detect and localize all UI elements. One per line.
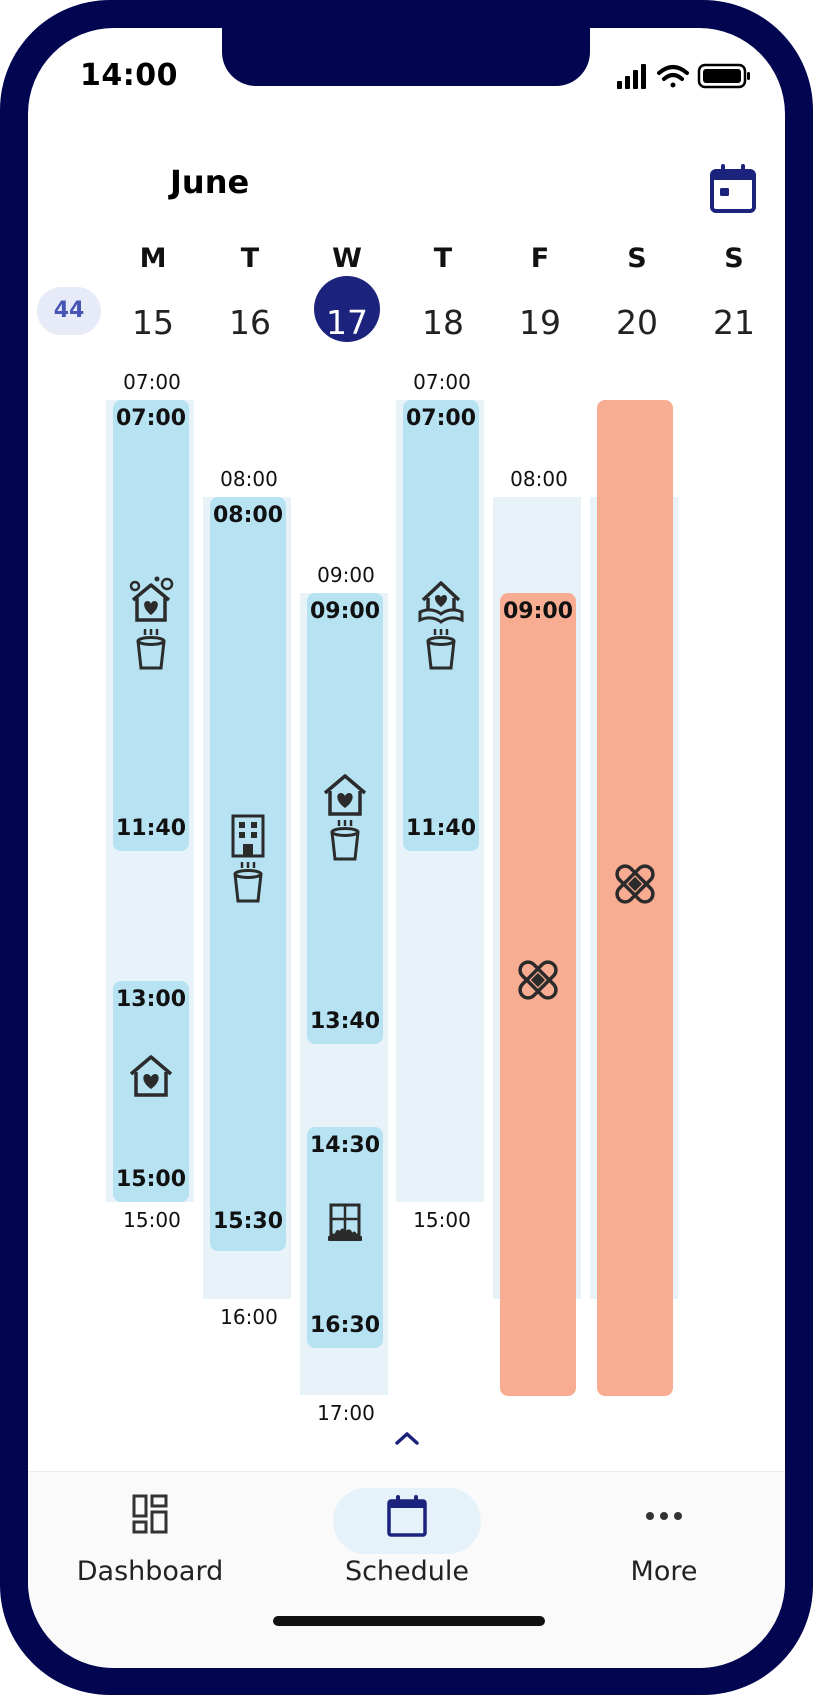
work-block[interactable]: 07:00 11:40	[113, 400, 189, 851]
day-date-today[interactable]: 17	[326, 303, 368, 342]
dashboard-icon	[132, 1494, 168, 1534]
day-letter: S	[724, 243, 744, 274]
day-letter: M	[139, 243, 167, 274]
work-block[interactable]: 13:00 15:00	[113, 981, 189, 1202]
sick-block[interactable]	[597, 400, 673, 1396]
shift-start-label: 07:00	[123, 370, 181, 394]
sick-block[interactable]: 09:00	[500, 593, 576, 1396]
cup-icon	[426, 629, 456, 670]
day-letter: T	[240, 243, 260, 274]
work-block[interactable]: 14:30 16:30	[307, 1127, 383, 1348]
active-tab-indicator	[333, 1488, 481, 1554]
week-number-badge[interactable]: 44	[37, 287, 101, 335]
cup-icon	[233, 862, 263, 903]
open-house-icon	[418, 581, 464, 624]
house-cleaning-icon	[129, 576, 174, 622]
tab-label: Schedule	[344, 1556, 470, 1587]
status-icons	[617, 63, 750, 89]
shift-end-label: 15:00	[123, 1208, 181, 1232]
shift-start-label: 09:00	[317, 563, 375, 587]
day-date[interactable]: 19	[519, 303, 561, 342]
window-icon	[328, 1203, 362, 1241]
block-end-time: 15:00	[115, 1167, 187, 1192]
block-end-time: 11:40	[115, 816, 187, 841]
work-block[interactable]: 07:00 11:40	[403, 400, 479, 851]
day-letter: F	[530, 243, 550, 274]
day-date[interactable]: 20	[616, 303, 658, 342]
app-screen: 14:00 June	[28, 28, 785, 1668]
block-end-time: 15:30	[212, 1209, 284, 1234]
block-end-time: 16:30	[309, 1313, 381, 1338]
day-letter: S	[627, 243, 647, 274]
block-start-time: 09:00	[502, 599, 574, 624]
heart-house-icon	[129, 1055, 173, 1097]
shift-end-label: 16:00	[220, 1305, 278, 1329]
status-time: 14:00	[80, 58, 178, 93]
work-block[interactable]: 08:00 15:30	[210, 497, 286, 1251]
day-date[interactable]: 15	[132, 303, 174, 342]
day-date[interactable]: 18	[422, 303, 464, 342]
shift-start-label: 07:00	[413, 370, 471, 394]
heart-house-icon	[323, 774, 367, 816]
calendar-icon	[387, 1495, 427, 1537]
bandage-icon	[615, 864, 655, 904]
day-letter: W	[332, 243, 362, 274]
tab-label: More	[630, 1556, 698, 1587]
more-icon	[646, 1512, 682, 1520]
bandage-icon	[518, 960, 558, 1000]
shift-end-label: 15:00	[413, 1208, 471, 1232]
cup-icon	[136, 629, 166, 670]
block-end-time: 11:40	[405, 816, 477, 841]
block-start-time: 09:00	[309, 599, 381, 624]
shift-start-label: 08:00	[220, 467, 278, 491]
cup-icon	[330, 820, 360, 861]
tab-dashboard[interactable]: Dashboard	[50, 1472, 250, 1612]
home-indicator[interactable]	[273, 1616, 545, 1626]
block-end-time: 13:40	[309, 1009, 381, 1034]
day-date[interactable]: 16	[229, 303, 271, 342]
shift-end-label: 17:00	[317, 1401, 375, 1425]
building-icon	[231, 814, 265, 858]
bottom-tab-bar: Dashboard Schedule More	[28, 1471, 785, 1668]
battery-icon	[697, 63, 750, 89]
notch	[222, 28, 590, 86]
tab-more[interactable]: More	[564, 1472, 764, 1612]
day-letter: T	[433, 243, 453, 274]
block-start-time: 07:00	[115, 406, 187, 431]
month-title: June	[170, 163, 250, 201]
work-block[interactable]: 09:00 13:40	[307, 593, 383, 1044]
signal-icon	[617, 64, 646, 89]
today-indicator	[314, 276, 380, 342]
shift-start-label: 08:00	[510, 467, 568, 491]
block-start-time: 07:00	[405, 406, 477, 431]
block-start-time: 08:00	[212, 503, 284, 528]
tab-schedule[interactable]: Schedule	[307, 1472, 507, 1612]
block-start-time: 13:00	[115, 987, 187, 1012]
tab-label: Dashboard	[76, 1556, 224, 1587]
block-start-time: 14:30	[309, 1133, 381, 1158]
calendar-icon[interactable]	[709, 162, 757, 214]
day-date[interactable]: 21	[713, 303, 755, 342]
wifi-icon	[657, 65, 689, 88]
chevron-up-icon[interactable]	[392, 1428, 422, 1448]
